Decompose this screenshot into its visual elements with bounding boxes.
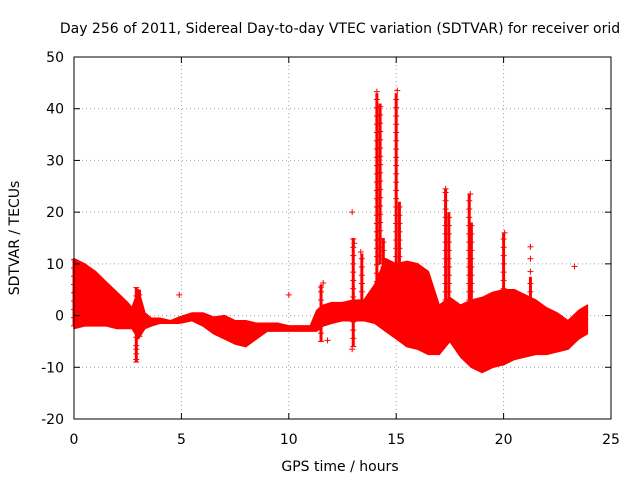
data-point (133, 356, 140, 363)
x-tick-label: 10 (280, 432, 298, 448)
x-tick-label: 20 (495, 432, 513, 448)
data-point (176, 291, 183, 298)
x-tick-label: 0 (70, 432, 79, 448)
data-spike (445, 212, 452, 301)
y-tick-label: 30 (46, 153, 64, 169)
chart-title: Day 256 of 2011, Sidereal Day-to-day VTE… (60, 21, 620, 37)
grid-layer (74, 57, 611, 419)
data-point (571, 263, 578, 270)
data-spike (396, 201, 403, 291)
data-point (72, 289, 79, 296)
axis-layer: 0 5 10 15 20 25 -20 -10 0 10 20 30 40 50 (41, 50, 620, 448)
y-tick-label: -10 (41, 360, 64, 376)
y-tick-label: -20 (41, 412, 64, 428)
data-point (527, 255, 534, 262)
data-point (527, 268, 534, 275)
y-axis-label: SDTVAR / TECUs (7, 181, 23, 296)
data-point (320, 279, 327, 286)
data-point (373, 88, 380, 95)
data-spike (500, 232, 507, 306)
data-spike (358, 253, 365, 301)
data-envelope (73, 257, 589, 374)
data-spike (377, 103, 384, 265)
data-point (501, 229, 508, 236)
y-tick-label: 10 (46, 257, 64, 273)
x-tick-label: 15 (387, 432, 405, 448)
data-point (527, 243, 534, 250)
y-tick-label: 50 (46, 50, 64, 66)
data-point (394, 87, 401, 94)
data-point (351, 240, 358, 247)
data-point (133, 346, 140, 353)
data-spike (468, 222, 475, 301)
data-layer (71, 87, 589, 374)
data-point (285, 291, 292, 298)
data-point (467, 191, 474, 198)
data-point (318, 284, 325, 291)
data-spike (350, 238, 357, 348)
data-point (349, 209, 356, 216)
x-axis-label: GPS time / hours (281, 459, 398, 475)
y-tick-label: 20 (46, 205, 64, 221)
data-point (357, 248, 364, 255)
data-spike (380, 238, 387, 301)
x-tick-label: 25 (602, 432, 620, 448)
data-spike (136, 289, 143, 337)
y-tick-label: 0 (55, 309, 64, 325)
data-spike (527, 276, 534, 301)
data-point (349, 346, 356, 353)
data-point (442, 185, 449, 192)
x-tick-label: 5 (177, 432, 186, 448)
plot-frame (73, 56, 612, 420)
data-point (324, 337, 331, 344)
data-spike (318, 284, 325, 342)
y-tick-label: 40 (46, 102, 64, 118)
